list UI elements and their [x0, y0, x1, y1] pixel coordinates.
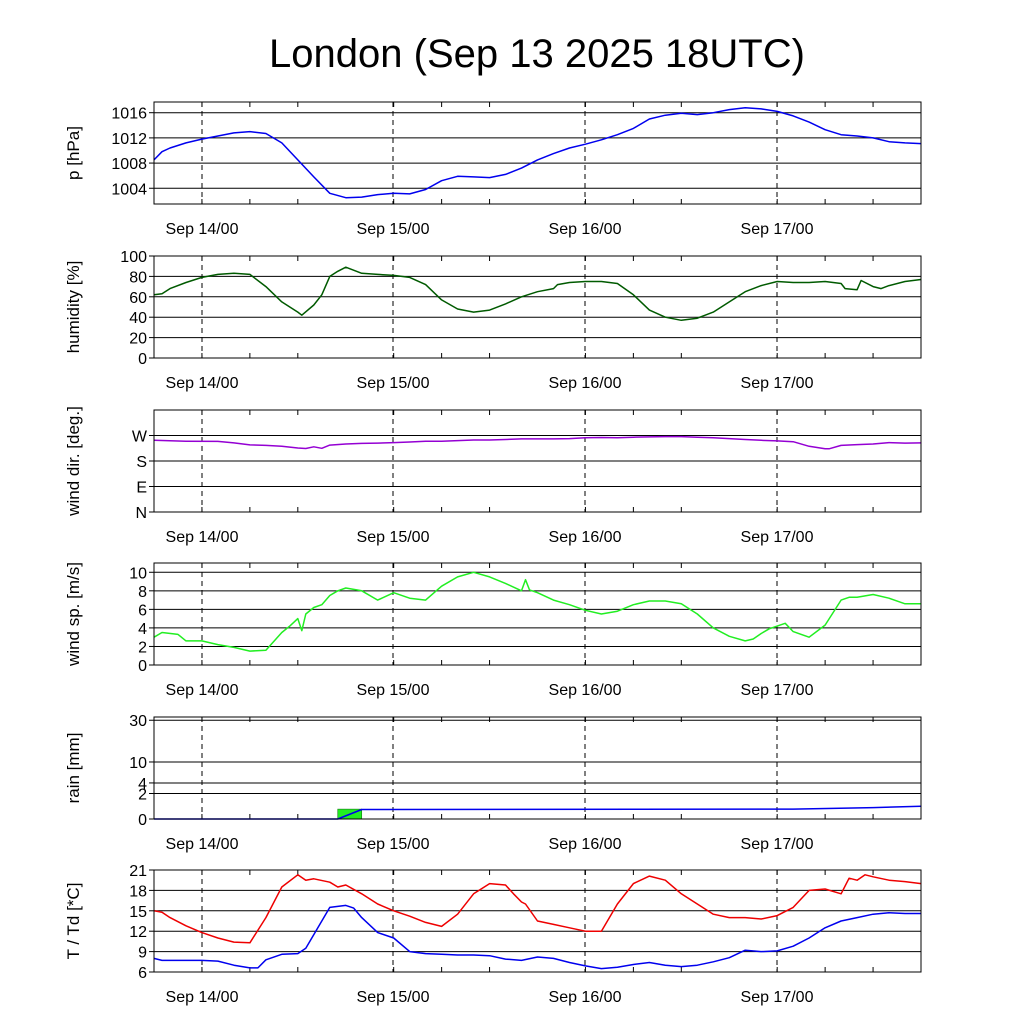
y-tick-label: 1012: [111, 131, 147, 148]
x-tick-label: Sep 17/00: [741, 375, 814, 392]
x-tick-label: Sep 15/00: [357, 221, 430, 238]
series-line-wind-speed: [153, 571, 921, 652]
y-tick-label: 0: [138, 812, 147, 829]
x-tick-label: Sep 15/00: [357, 375, 430, 392]
plot-frame: [153, 869, 922, 973]
y-tick-label: 18: [129, 883, 147, 900]
x-tick-label: Sep 15/00: [357, 989, 430, 1006]
y-tick-label: 10: [129, 755, 147, 772]
series-line-dew-point: [153, 904, 921, 970]
x-tick-label: Sep 15/00: [357, 836, 430, 853]
y-tick-label: 0: [138, 658, 147, 675]
x-tick-label: Sep 17/00: [741, 836, 814, 853]
y-tick-label: 100: [120, 249, 147, 266]
y-axis-label: T / Td [*C]: [64, 883, 83, 960]
y-tick-label: 2: [138, 787, 147, 804]
x-tick-label: Sep 16/00: [549, 836, 622, 853]
y-axis-label: wind dir. [deg.]: [64, 406, 83, 517]
y-tick-label: 80: [129, 269, 147, 286]
x-tick-label: Sep 16/00: [549, 682, 622, 699]
y-tick-label: 1016: [111, 106, 147, 123]
x-tick-label: Sep 17/00: [741, 221, 814, 238]
x-tick-label: Sep 16/00: [549, 529, 622, 546]
plot-frame: [153, 716, 922, 820]
y-tick-label: 0: [138, 351, 147, 368]
y-axis-label: wind sp. [m/s]: [64, 562, 83, 667]
panel-1: 1004 1008 1012 1016 Sep 14/00 Sep 15/00 Sep 16…: [64, 101, 922, 238]
x-tick-label: Sep 16/00: [549, 989, 622, 1006]
series-line-humidity: [153, 266, 922, 322]
series-line-temperature: [153, 874, 922, 944]
y-tick-label: 40: [129, 310, 147, 327]
y-tick-label: 30: [129, 713, 147, 730]
plot-frame: [153, 255, 922, 359]
y-tick-label: 4: [138, 621, 147, 638]
x-tick-label: Sep 15/00: [357, 682, 430, 699]
plot-frame: [153, 562, 922, 666]
y-axis-label: p [hPa]: [64, 126, 83, 180]
y-tick-label: 4: [138, 776, 147, 793]
chart-title: London (Sep 13 2025 18UTC): [269, 32, 805, 76]
y-tick-label: 21: [129, 863, 147, 880]
x-tick-label: Sep 14/00: [166, 375, 239, 392]
y-tick-label: 60: [129, 290, 147, 307]
x-tick-label: Sep 14/00: [166, 221, 239, 238]
x-tick-label: Sep 17/00: [741, 682, 814, 699]
series-line-accumulated-rain: [154, 805, 922, 820]
y-axis-label: humidity [%]: [64, 261, 83, 354]
plot-frame: [153, 101, 922, 205]
x-tick-label: Sep 16/00: [549, 221, 622, 238]
y-tick-label: 8: [138, 584, 147, 601]
panel-2: 0 20 40 60 80 100 Sep 14/00 Sep 15/00 Sep 16/00 S…: [64, 249, 922, 392]
y-tick-label: 9: [138, 945, 147, 962]
y-axis-label: rain [mm]: [64, 733, 83, 804]
y-tick-label: 10: [129, 565, 147, 582]
y-tick-label: 1004: [111, 181, 147, 198]
panel-4: 0 24 68 10 Sep 14/00 Sep 15/00 Sep 16/00 Sep 17…: [64, 562, 922, 699]
y-tick-label: S: [136, 454, 147, 471]
series-line-pressure: [153, 106, 922, 199]
panel-6: 6 9 12 15 18 21 Sep 14/00 Sep 15/00 Sep 16/00 Sep…: [64, 863, 922, 1006]
x-tick-label: Sep 14/00: [166, 682, 239, 699]
y-tick-label: W: [132, 429, 148, 446]
y-tick-label: N: [135, 505, 147, 522]
y-tick-label: 20: [129, 331, 147, 348]
panel-5: 0 24 10 30 Sep 14/00 Sep 15/00 Sep 16/00 Sep 17…: [64, 713, 922, 853]
y-tick-label: 1008: [111, 156, 147, 173]
x-tick-label: Sep 14/00: [166, 529, 239, 546]
y-tick-label: 6: [138, 965, 147, 982]
plot-frame: [153, 409, 922, 513]
x-tick-label: Sep 16/00: [549, 375, 622, 392]
y-tick-label: E: [136, 480, 147, 497]
x-tick-label: Sep 14/00: [166, 836, 239, 853]
series-line-wind-direction: [153, 435, 922, 450]
y-tick-label: 2: [138, 639, 147, 656]
y-tick-label: 12: [129, 924, 147, 941]
x-tick-label: Sep 14/00: [166, 989, 239, 1006]
y-tick-label: 15: [129, 904, 147, 921]
x-tick-label: Sep 17/00: [741, 529, 814, 546]
y-tick-label: 6: [138, 602, 147, 619]
x-tick-label: Sep 15/00: [357, 529, 430, 546]
x-tick-label: Sep 17/00: [741, 989, 814, 1006]
